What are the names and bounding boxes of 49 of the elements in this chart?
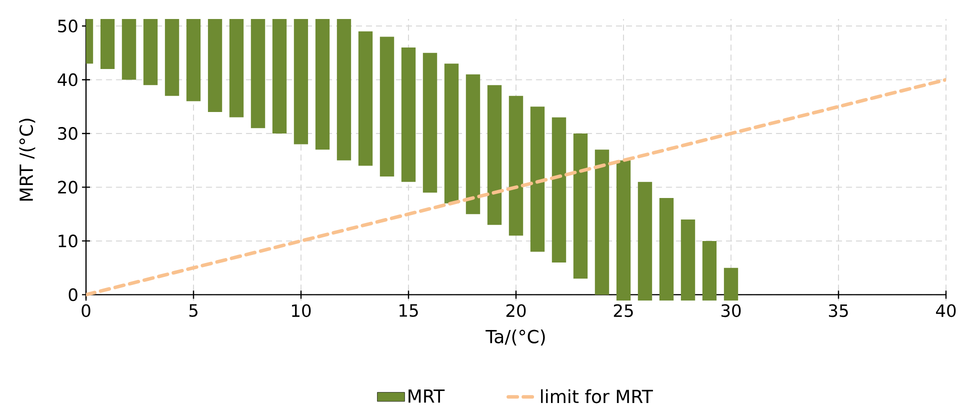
bar (530, 106, 545, 252)
y-axis-title: MRT /(°C) (19, 118, 36, 201)
x-tick-label: 35 (828, 304, 848, 318)
bar (702, 240, 717, 301)
x-tick-label: 30 (721, 304, 741, 318)
bar (594, 150, 610, 295)
bar (508, 96, 524, 236)
bar (250, 19, 266, 128)
bar (208, 19, 222, 112)
bar (616, 160, 631, 301)
legend-label: limit for MRT (541, 389, 653, 404)
bar (100, 19, 115, 69)
y-tick-label: 10 (58, 234, 78, 248)
y-tick-label: 20 (58, 180, 78, 194)
bar (444, 64, 459, 204)
bar (552, 117, 566, 262)
bar (422, 52, 438, 193)
bar (380, 36, 394, 176)
bar (659, 198, 674, 301)
bar (724, 268, 738, 301)
bar (272, 19, 287, 134)
y-tick-label: 50 (58, 20, 78, 32)
bar (680, 219, 696, 301)
x-tick-label: 25 (614, 304, 633, 318)
bar (638, 182, 652, 301)
bar (573, 133, 588, 279)
bar (358, 31, 373, 166)
bar (315, 19, 330, 150)
x-tick-label: 20 (506, 304, 526, 318)
y-tick-label: 30 (58, 127, 78, 140)
bar (401, 47, 416, 182)
x-tick-label: 15 (400, 304, 418, 317)
x-tick-label: 0 (82, 304, 90, 318)
bar (164, 19, 180, 96)
bar (466, 74, 480, 214)
y-tick-label: 0 (68, 288, 78, 302)
x-tick-label: 40 (936, 304, 956, 318)
x-tick-label: 10 (292, 304, 311, 318)
y-tick-label: 40 (58, 73, 78, 86)
x-tick-label: 5 (189, 304, 198, 317)
x-axis-title: Ta/(°C) (486, 329, 545, 346)
bar (143, 19, 158, 86)
legend-label: MRT (408, 390, 445, 403)
bar (122, 19, 136, 80)
bar (186, 19, 201, 102)
bar (487, 85, 502, 225)
bar (294, 19, 308, 144)
bar (229, 19, 244, 118)
bar (336, 19, 352, 160)
